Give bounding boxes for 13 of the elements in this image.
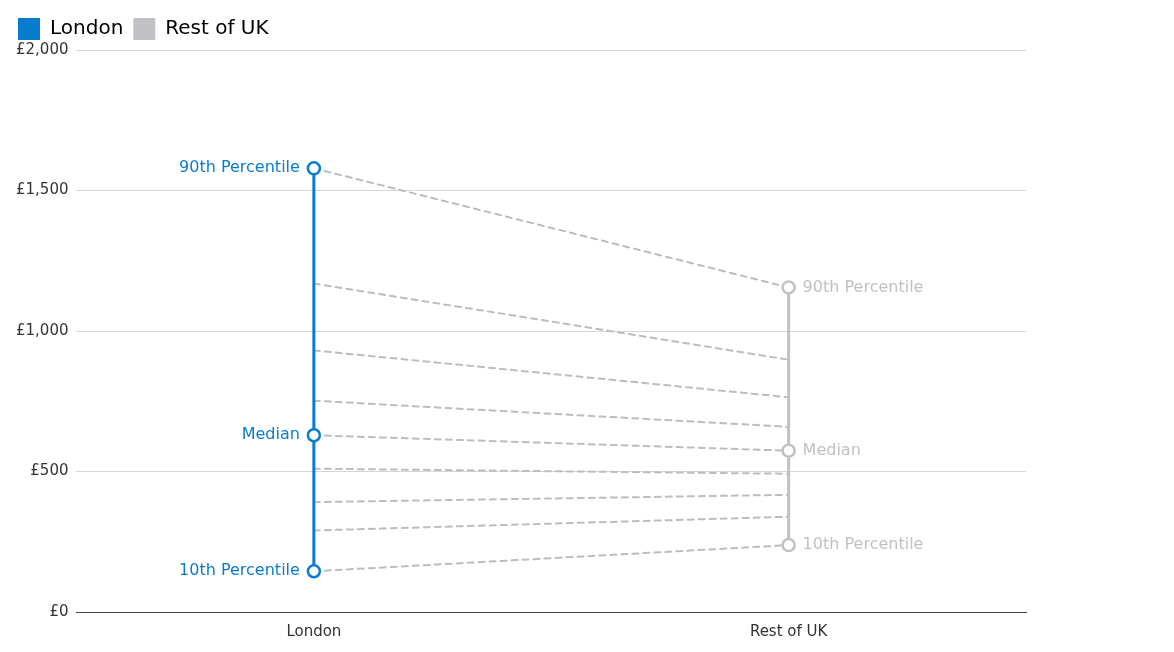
annotation: 10th Percentile — [179, 560, 300, 580]
annotation: 90th Percentile — [179, 157, 300, 177]
y-tick-label: £1,500 — [15, 180, 69, 199]
y-tick-label: £1,000 — [15, 320, 69, 339]
legend-label: London — [50, 15, 124, 40]
annotation: 10th Percentile — [802, 534, 924, 554]
y-tick-label: £0 — [49, 601, 69, 620]
y-tick-label: £500 — [30, 461, 69, 480]
y-tick-label: £2,000 — [15, 39, 69, 58]
annotation: Median — [241, 424, 300, 444]
annotation: Median — [802, 439, 861, 459]
annotation: 90th Percentile — [802, 276, 924, 296]
legend-label: Rest of UK — [165, 15, 270, 40]
